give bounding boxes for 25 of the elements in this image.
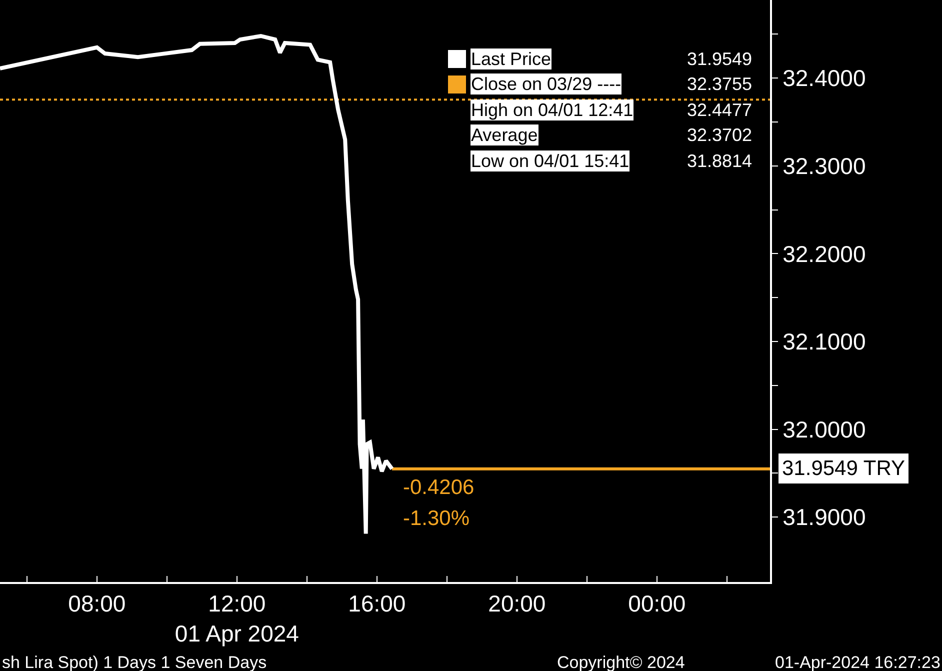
y-tick-label: 32.3000 — [782, 152, 866, 179]
y-tick-label: 32.0000 — [782, 416, 866, 442]
annotation: 32.4477 — [687, 100, 752, 120]
y-tick-label: 32.4000 — [782, 65, 866, 92]
annotation: -0.4206 — [403, 476, 474, 499]
legend-label: Last Price — [471, 49, 552, 69]
line-series — [0, 34, 394, 536]
x-tick-label: 16:00 — [348, 590, 406, 617]
x-tick-label: 00:00 — [628, 590, 686, 617]
x-tick-label: 08:00 — [68, 590, 126, 617]
annotation: Low on 04/01 15:41 — [471, 151, 630, 171]
legend-label: Close on 03/29 ---- — [471, 74, 622, 94]
x-tick-label: 12:00 01 Apr 2024 — [174, 590, 300, 646]
annotation: Average — [471, 125, 538, 145]
annotation: -1.30% — [403, 507, 470, 530]
annotation: 32.3755 — [687, 74, 752, 94]
x-tick-label: 20:00 — [488, 590, 546, 617]
annotation: 32.3702 — [687, 125, 752, 145]
y-tick-label: 32.1000 — [782, 328, 866, 355]
annotation: High on 04/01 12:41 — [471, 100, 634, 120]
y-tick-label: 31.9000 — [782, 504, 866, 530]
annotation: 31.8814 — [687, 151, 752, 171]
y-tick-label: 32.2000 — [782, 240, 866, 267]
text: 31.9549 TRY — [782, 457, 905, 480]
annotation: 31.9549 — [687, 49, 752, 69]
